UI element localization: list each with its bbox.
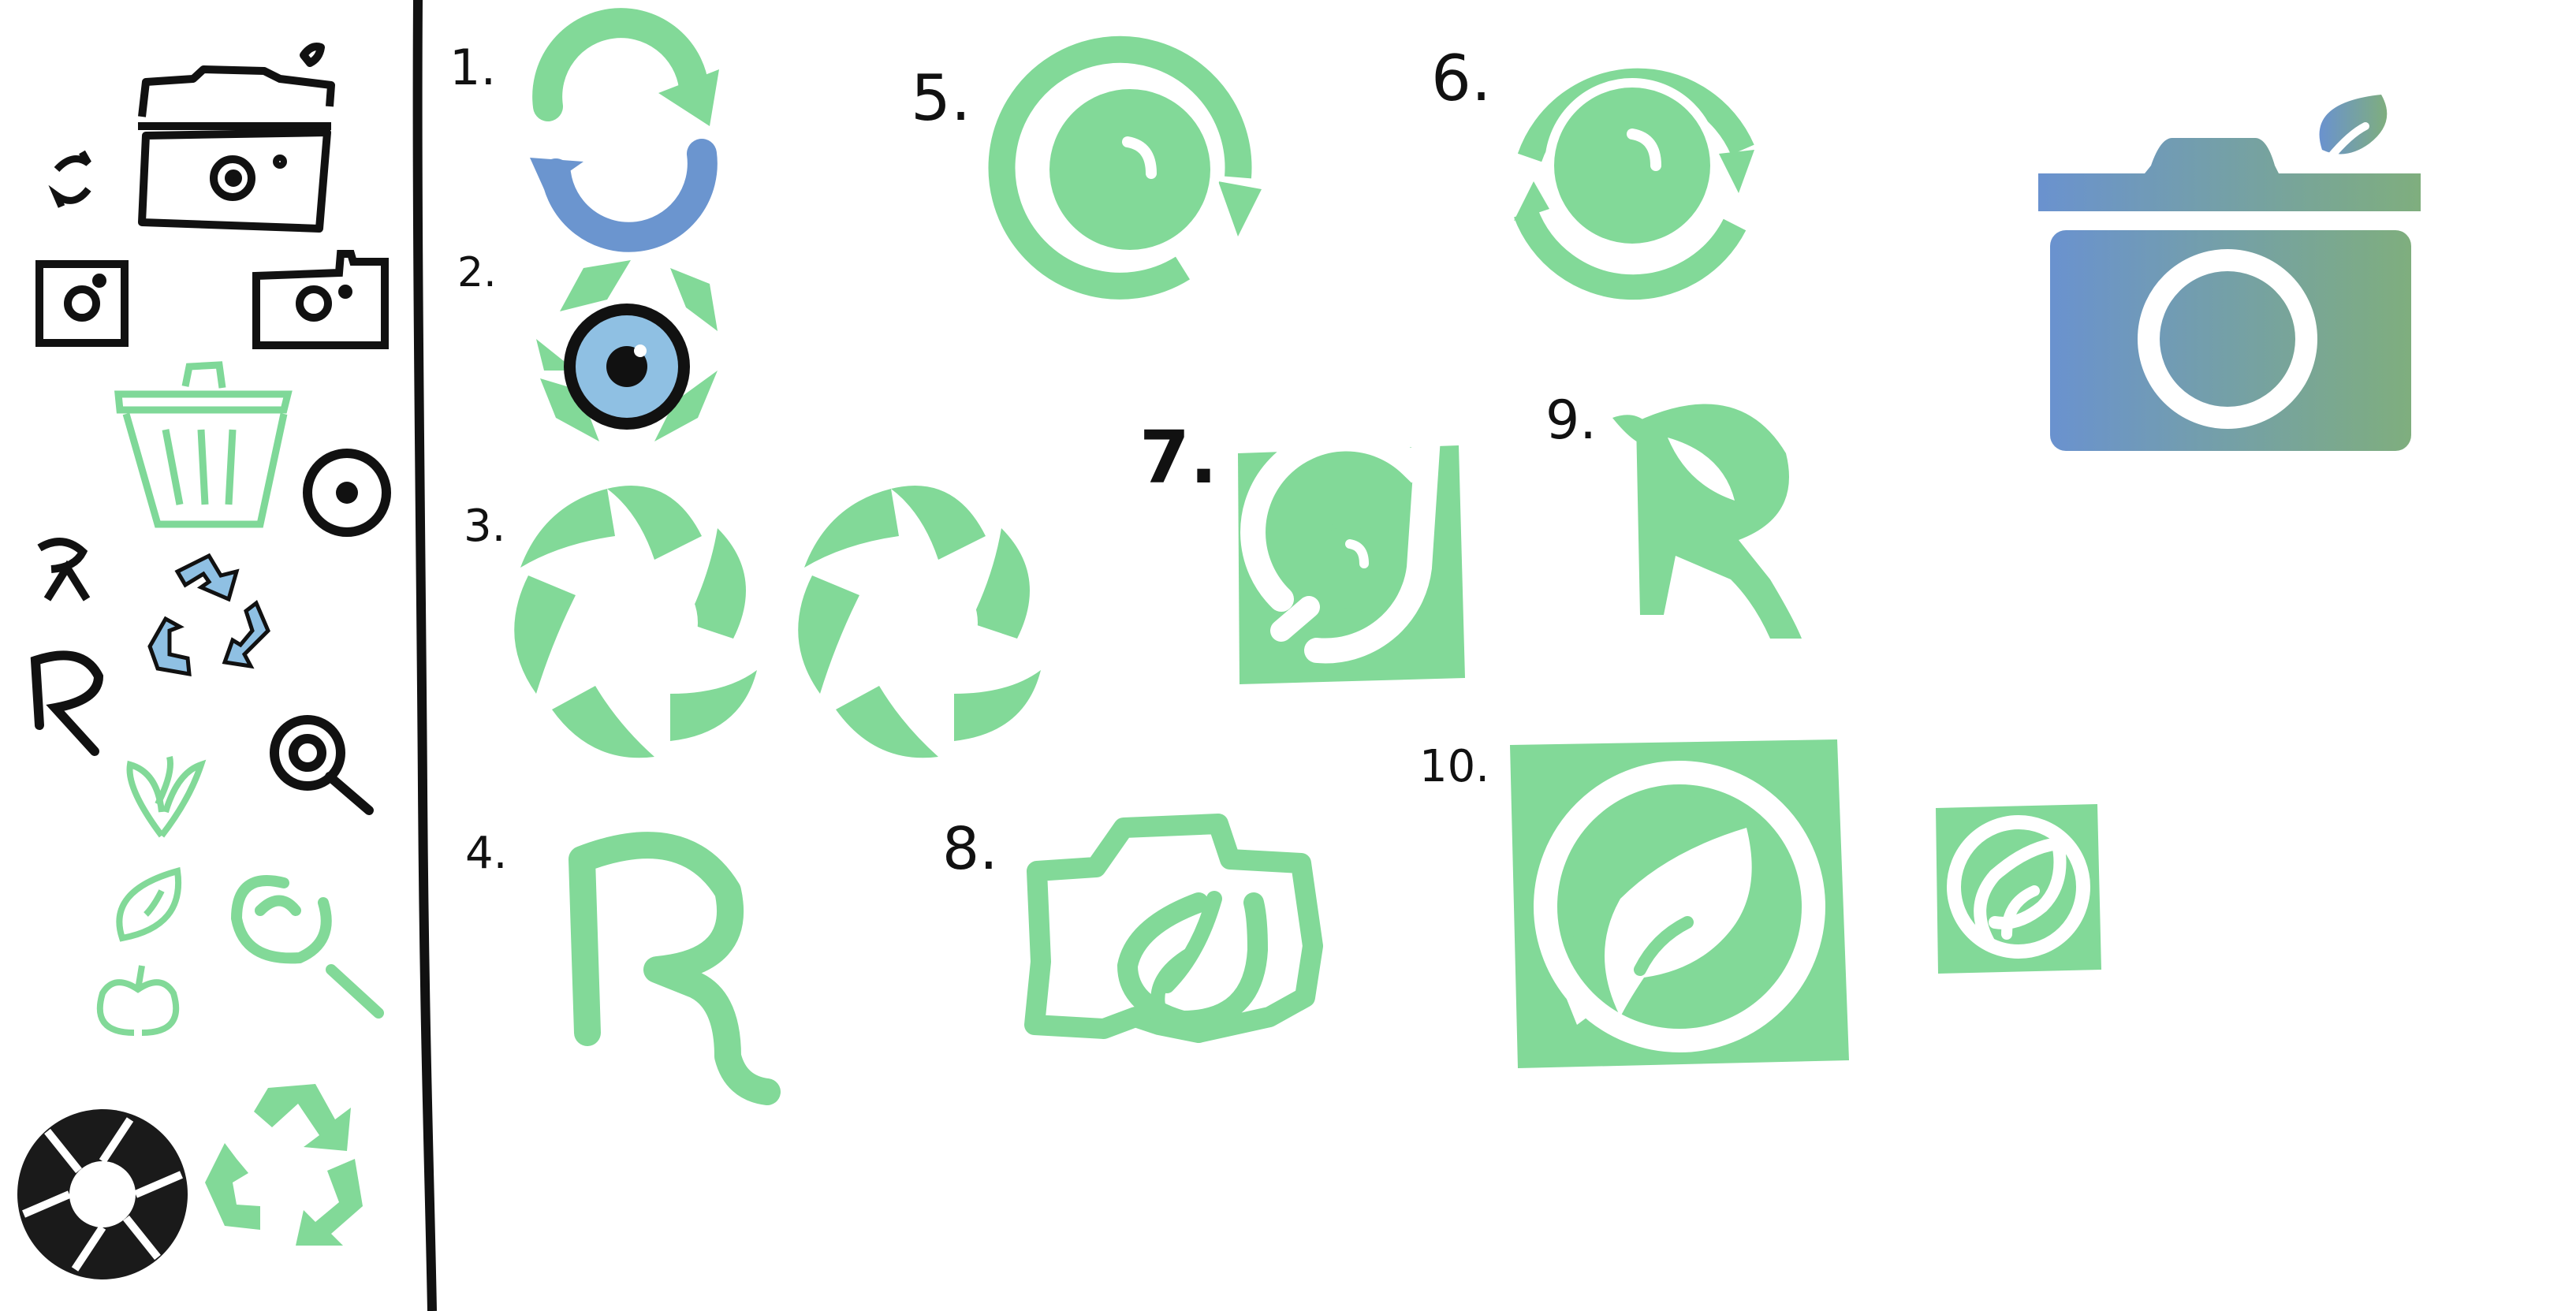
sprout-icon (126, 756, 207, 838)
concept-5-lens-arrow-icon (988, 35, 1262, 300)
concept-9-r-leaf-icon (1612, 404, 1802, 639)
trash-bin-icon (114, 361, 293, 528)
r-letter-sketch-icon (30, 650, 104, 756)
r-arrow-icon (37, 538, 91, 601)
cycle-arrows-icon (48, 150, 91, 208)
camera-small-right-icon (252, 250, 389, 349)
concept-8-camera-leaf-icon (1024, 814, 1323, 1043)
concept-8-label: 8. (942, 815, 998, 883)
concept-4-label: 4. (465, 828, 508, 879)
concept-1-label: 1. (449, 39, 497, 96)
camera-sketch-icon (138, 43, 335, 233)
concept-10-small-square-icon (1936, 804, 2101, 974)
final-camera-leaf-logo-icon (2038, 95, 2421, 451)
concept-3-leaf-aperture-icon (514, 486, 1041, 758)
concept-4-r-letter-icon (569, 832, 781, 1105)
concept-9-label: 9. (1545, 389, 1597, 452)
concept-6-label: 6. (1431, 42, 1492, 115)
aperture-black-icon (17, 1109, 188, 1279)
concept-7-label: 7. (1139, 415, 1217, 500)
concept-5-label: 5. (911, 61, 971, 135)
divider-line (412, 0, 437, 1311)
concept-7-lens-square-icon (1238, 416, 1465, 684)
concept-10-leaf-lens-square-icon (1510, 739, 1849, 1068)
concept-6-lens-cycle-icon (1514, 68, 1754, 300)
concept-3-label: 3. (464, 501, 506, 552)
concept-1-refresh-arrows-icon (530, 8, 719, 252)
magnifier-green-icon (230, 875, 384, 1019)
recycle-arrows-icon (147, 553, 270, 677)
apple-icon (96, 965, 180, 1036)
concept-2-label: 2. (457, 249, 497, 296)
recycle-green-icon (205, 1084, 363, 1246)
magnifier-icon (270, 715, 374, 815)
concept-2-eye-recycle-icon (536, 260, 718, 441)
leaf-icon (116, 866, 182, 942)
eye-icon (303, 449, 391, 537)
camera-small-left-icon (35, 260, 129, 347)
concept-10-label: 10. (1419, 741, 1490, 792)
